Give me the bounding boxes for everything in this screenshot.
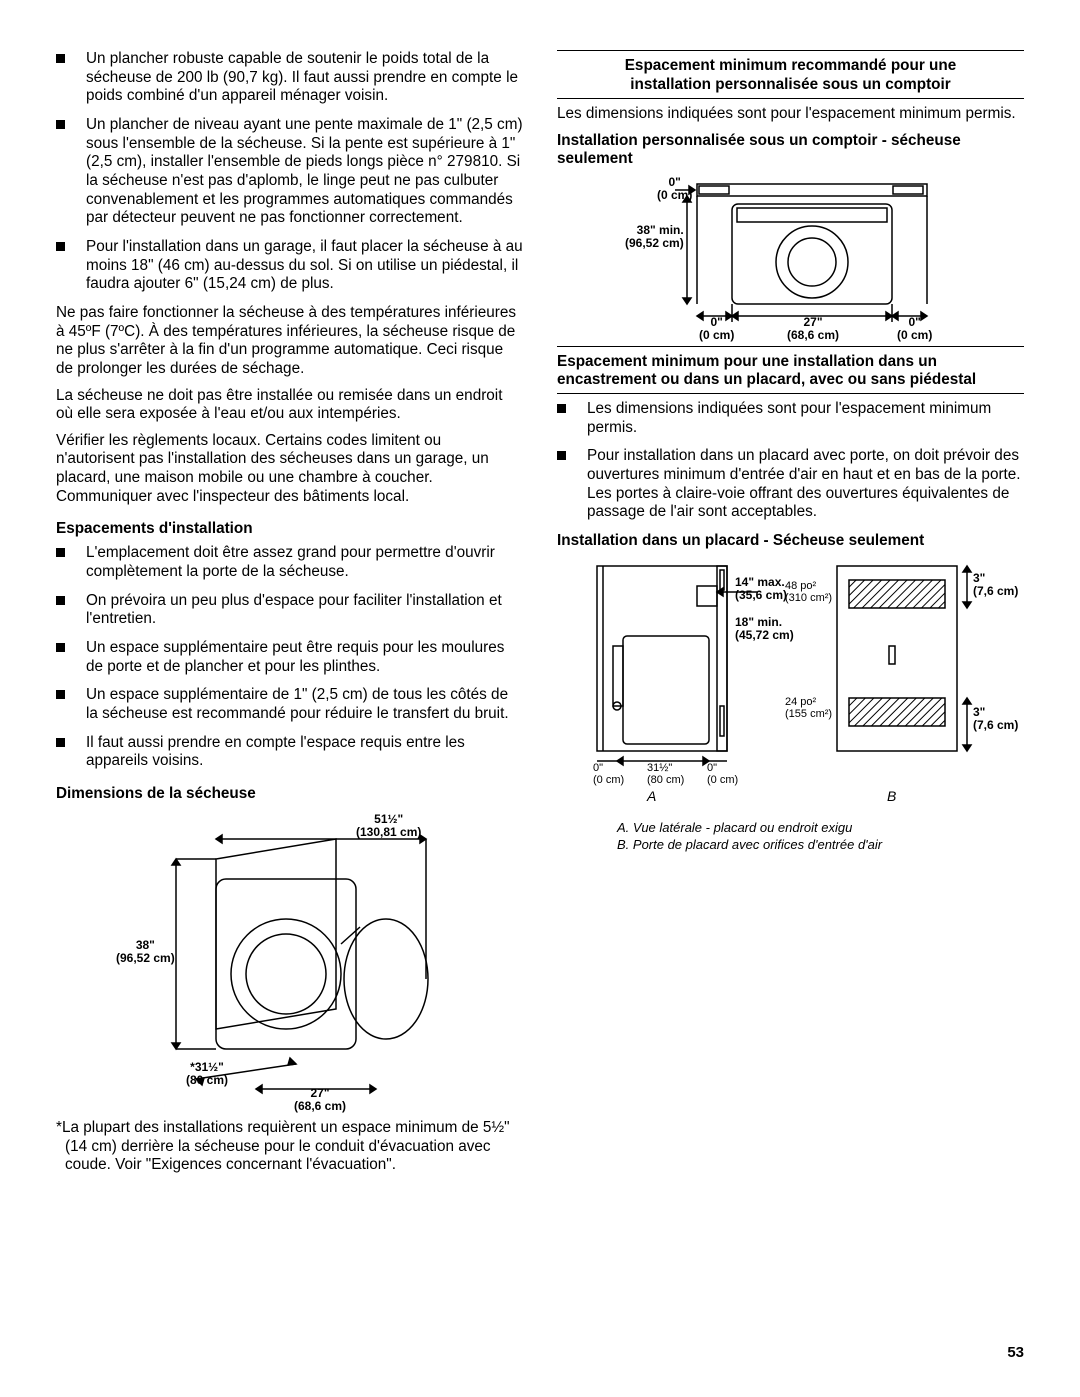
list-item: On prévoira un peu plus d'espace pour fa…: [56, 592, 523, 629]
section-heading-undercounter-b: installation personnalisée sous un compt…: [565, 76, 1016, 95]
caption-A: A. Vue latérale - placard ou endroit exi…: [617, 820, 1024, 837]
list-item: Les dimensions indiquées sont pour l'esp…: [557, 400, 1024, 437]
dim-bottom-left-zero: 0"(0 cm): [699, 316, 734, 342]
horizontal-rule: [557, 346, 1024, 347]
list-item: Pour l'installation dans un garage, il f…: [56, 238, 523, 294]
list-item: Un espace supplémentaire de 1" (2,5 cm) …: [56, 686, 523, 723]
subheading-installation-spacing: Espacements d'installation: [56, 520, 523, 538]
list-item: L'emplacement doit être assez grand pour…: [56, 544, 523, 581]
right-column: Espacement minimum recommandé pour une i…: [557, 50, 1024, 1183]
label-B: B: [887, 788, 896, 804]
dim-label-height: 38" (96,52 cm): [116, 939, 175, 965]
dryer-dimensions-diagram: 51½" (130,81 cm) 38" (96,52 cm) *31½" (8…: [56, 809, 523, 1119]
dim-label-depth-open: 51½" (130,81 cm): [356, 813, 421, 839]
section-heading-closet: Espacement minimum pour une installation…: [557, 353, 1024, 389]
dim-bottom-right-zero: 0"(0 cm): [897, 316, 932, 342]
horizontal-rule: [557, 50, 1024, 51]
paragraph: La sécheuse ne doit pas être installée o…: [56, 387, 523, 424]
dim-bottom-width: 27"(68,6 cm): [787, 316, 839, 342]
dim-14-max: 14" max.(35,6 cm): [735, 576, 787, 602]
footnote: *La plupart des installations requièrent…: [56, 1119, 523, 1175]
list-item: Il faut aussi prendre en compte l'espace…: [56, 734, 523, 771]
top-bullet-list: Un plancher robuste capable de soutenir …: [56, 50, 523, 294]
horizontal-rule: [557, 98, 1024, 99]
dim-r3b: 3"(7,6 cm): [973, 706, 1018, 732]
list-item: Un plancher de niveau ayant une pente ma…: [56, 116, 523, 228]
dim-value: 27": [310, 1086, 329, 1100]
dim-b31: 31½"(80 cm): [647, 762, 684, 786]
dim-48sq: 48 po²(310 cm²): [785, 580, 832, 604]
paragraph: Vérifier les règlements locaux. Certains…: [56, 432, 523, 507]
list-item: Un plancher robuste capable de soutenir …: [56, 50, 523, 106]
dim-top-zero: 0"(0 cm): [657, 176, 692, 202]
left-column: Un plancher robuste capable de soutenir …: [56, 50, 523, 1183]
spacing-bullet-list: L'emplacement doit être assez grand pour…: [56, 544, 523, 771]
page-number: 53: [1007, 1344, 1024, 1361]
list-item: Un espace supplémentaire peut être requi…: [56, 639, 523, 676]
dim-value: 51½": [374, 812, 403, 826]
dim-metric: (130,81 cm): [356, 825, 421, 839]
dim-value: 38": [136, 938, 155, 952]
paragraph: Les dimensions indiquées sont pour l'esp…: [557, 105, 1024, 124]
dim-r3a: 3"(7,6 cm): [973, 572, 1018, 598]
manual-page: Un plancher robuste capable de soutenir …: [0, 0, 1080, 1397]
caption-B: B. Porte de placard avec orifices d'entr…: [617, 837, 1024, 854]
dim-24sq: 24 po²(155 cm²): [785, 696, 832, 720]
paragraph: Ne pas faire fonctionner la sécheuse à d…: [56, 304, 523, 379]
closet-bullet-list: Les dimensions indiquées sont pour l'esp…: [557, 400, 1024, 522]
dim-label-width: 27" (68,6 cm): [294, 1087, 346, 1113]
dim-height-38: 38" min.(96,52 cm): [625, 224, 684, 250]
dim-metric: (96,52 cm): [116, 951, 175, 965]
list-item: Pour installation dans un placard avec p…: [557, 447, 1024, 522]
two-column-layout: Un plancher robuste capable de soutenir …: [56, 50, 1024, 1183]
dim-label-depth: *31½" (80 cm): [186, 1061, 228, 1087]
dim-metric: (80 cm): [186, 1073, 228, 1087]
dim-18-min: 18" min.(45,72 cm): [735, 616, 794, 642]
section-heading-undercounter-a: Espacement minimum recommandé pour une: [565, 57, 1016, 76]
figure-caption-block: A. Vue latérale - placard ou endroit exi…: [617, 820, 1024, 854]
subheading-dryer-dimensions: Dimensions de la sécheuse: [56, 785, 523, 803]
dim-b0b: 0"(0 cm): [707, 762, 738, 786]
subheading-closet-install: Installation dans un placard - Sécheuse …: [557, 532, 1024, 550]
dim-metric: (68,6 cm): [294, 1099, 346, 1113]
closet-diagram: 14" max.(35,6 cm) 48 po²(310 cm²) 18" mi…: [557, 556, 1024, 816]
dim-b0a: 0"(0 cm): [593, 762, 624, 786]
subheading-undercounter-install: Installation personnalisée sous un compt…: [557, 132, 1024, 168]
horizontal-rule: [557, 393, 1024, 394]
label-A: A: [647, 788, 656, 804]
dim-value: *31½": [190, 1060, 224, 1074]
undercounter-diagram: 0"(0 cm) 38" min.(96,52 cm) 0"(0 cm) 27"…: [587, 174, 1024, 346]
